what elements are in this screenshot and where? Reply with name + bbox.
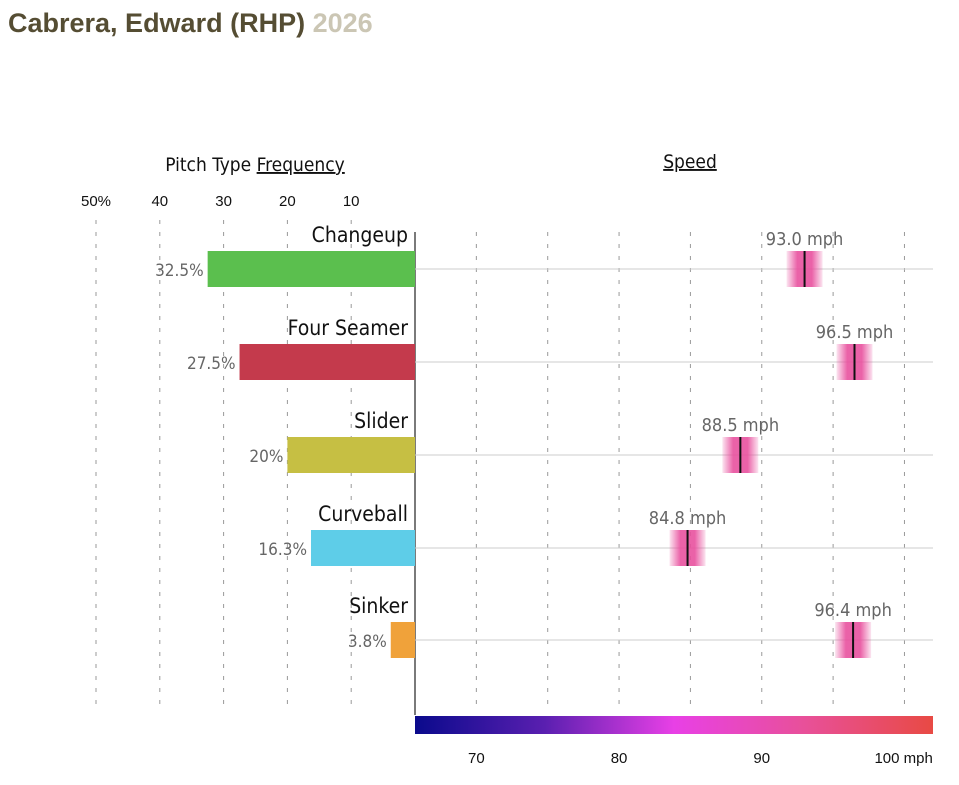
frequency-label: 27.5%: [187, 354, 236, 374]
speed-label: 93.0 mph: [766, 229, 844, 250]
frequency-bar: [311, 530, 415, 566]
pitch-name: Four Seamer: [288, 316, 409, 340]
speed-label: 88.5 mph: [702, 415, 780, 436]
frequency-tick-label: 50%: [81, 193, 111, 210]
speed-color-scale: [415, 716, 933, 734]
frequency-bar: [207, 251, 415, 287]
frequency-tick-label: 30: [215, 193, 232, 210]
speed-tick-label: 100 mph: [874, 750, 932, 767]
frequency-tick-label: 40: [151, 193, 168, 210]
speed-tick-label: 90: [753, 750, 770, 767]
frequency-label: 16.3%: [258, 540, 307, 560]
season-year: 2026: [312, 8, 373, 38]
pitch-name: Slider: [354, 409, 408, 433]
speed-label: 84.8 mph: [649, 508, 727, 529]
speed-label: 96.4 mph: [814, 600, 892, 621]
frequency-label: 32.5%: [155, 261, 204, 281]
frequency-bar: [390, 622, 415, 658]
speed-title[interactable]: Speed: [663, 151, 717, 173]
frequency-tick-label: 10: [343, 193, 360, 210]
frequency-link[interactable]: Frequency: [257, 154, 345, 176]
pitch-name: Sinker: [349, 594, 408, 618]
pitch-name: Curveball: [318, 502, 408, 526]
pitch-name: Changeup: [312, 223, 408, 247]
frequency-label: 3.8%: [348, 632, 387, 652]
speed-tick-label: 70: [468, 750, 485, 767]
frequency-label: 20%: [249, 447, 283, 467]
speed-label: 96.5 mph: [816, 322, 894, 343]
page-title: Cabrera, Edward (RHP) 2026: [8, 8, 373, 39]
frequency-tick-label: 20: [279, 193, 296, 210]
speed-tick-label: 80: [611, 750, 628, 767]
player-name: Cabrera, Edward (RHP): [8, 8, 306, 38]
frequency-bar: [287, 437, 415, 473]
frequency-bar: [239, 344, 415, 380]
frequency-title: Pitch Type Frequency: [165, 154, 345, 176]
